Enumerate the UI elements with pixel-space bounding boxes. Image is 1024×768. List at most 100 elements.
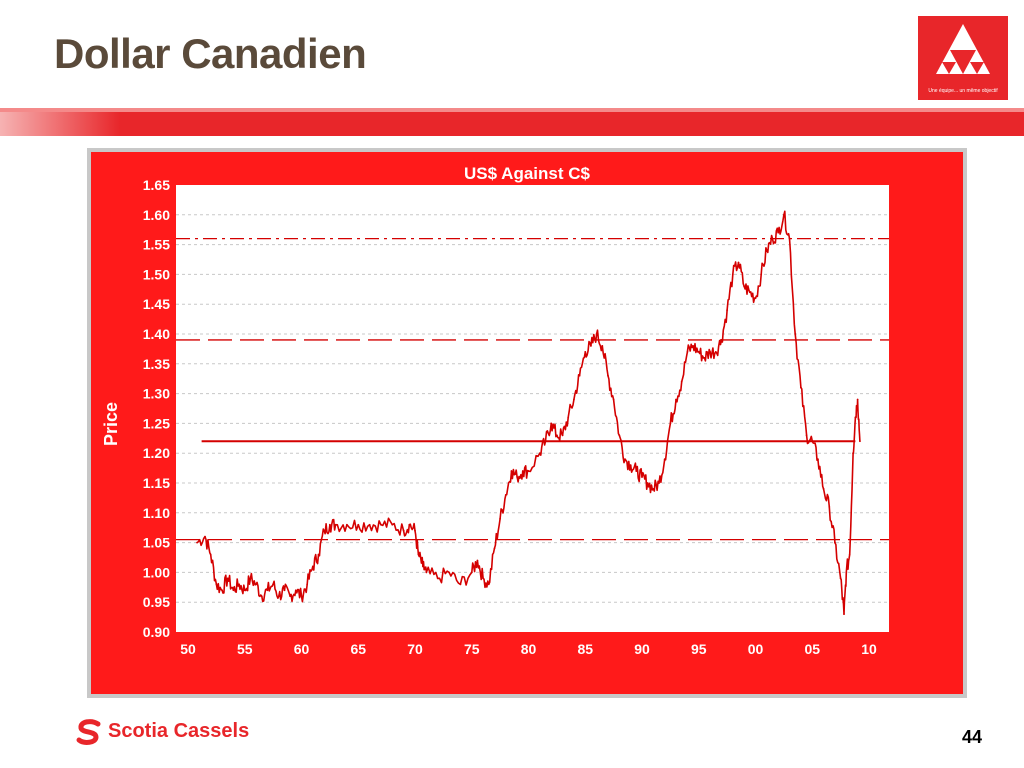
series-point [859, 440, 861, 443]
series-point [408, 523, 411, 526]
series-point [510, 470, 513, 472]
series-point [226, 577, 229, 580]
series-point [595, 333, 598, 335]
series-point [272, 583, 275, 586]
page-number: 44 [962, 727, 983, 747]
series-point [624, 458, 626, 461]
series-point [658, 482, 660, 484]
x-tick-label: 85 [577, 641, 593, 657]
y-tick-label: 1.45 [143, 296, 170, 312]
series-point [516, 476, 519, 478]
series-point [470, 571, 473, 574]
series-point [544, 440, 547, 443]
series-point [436, 577, 439, 580]
series-point [391, 523, 394, 526]
series-point [601, 345, 604, 347]
series-point [852, 452, 855, 455]
series-point [646, 482, 649, 484]
plot-area [176, 185, 889, 632]
series-point [561, 434, 564, 437]
header-band [0, 108, 1024, 136]
series-point [357, 523, 360, 526]
series-point [459, 583, 462, 586]
series-point [504, 494, 507, 496]
series-point [328, 523, 331, 526]
x-tick-label: 95 [691, 641, 707, 657]
series-point [487, 583, 490, 586]
x-tick-label: 50 [180, 641, 196, 657]
x-tick-label: 65 [350, 641, 366, 657]
series-point [834, 541, 836, 544]
series-point [578, 374, 581, 377]
y-tick-label: 1.55 [143, 237, 170, 253]
series-point [635, 470, 638, 472]
y-tick-label: 1.25 [143, 415, 170, 431]
series-point [538, 452, 541, 455]
footer-brand: Scotia Cassels [108, 720, 250, 742]
series-point [294, 589, 297, 592]
series-point [714, 350, 717, 353]
series-point [317, 553, 320, 556]
series-point [771, 237, 774, 240]
series-point [782, 213, 785, 216]
series-point [788, 237, 791, 240]
series-point [697, 350, 700, 353]
series-point [476, 559, 479, 562]
y-tick-label: 1.50 [143, 266, 170, 282]
reference-lines [176, 237, 889, 541]
series-point [703, 356, 706, 359]
header-band-gradient [0, 112, 120, 136]
series-point [663, 458, 666, 461]
series-point [726, 309, 729, 312]
y-axis-ticks: 0.90 0.95 1.00 1.05 1.10 1.15 1.20 1.25 1.30 1.35… [143, 177, 170, 640]
series-point [238, 583, 240, 586]
series-point [306, 583, 309, 586]
series-point [748, 291, 751, 294]
series-point [346, 523, 348, 526]
grid-lines [176, 214, 889, 603]
x-tick-label: 05 [804, 641, 820, 657]
series-point [567, 416, 570, 419]
series-point [196, 541, 198, 544]
series-point [204, 535, 206, 538]
series-point [590, 345, 592, 347]
series-point [289, 595, 292, 598]
series-point [232, 589, 235, 592]
series-point [737, 261, 740, 264]
series-point [612, 398, 615, 401]
x-tick-label: 60 [294, 641, 310, 657]
series-point [260, 595, 263, 598]
series-point [675, 398, 677, 401]
series-point [243, 589, 246, 592]
series-point [854, 416, 857, 419]
series-point [641, 476, 643, 478]
y-tick-label: 1.20 [143, 445, 170, 461]
series-point [249, 577, 252, 580]
price-chart: US$ Against C$ 0.90 0.95 1.00 1.05 1.10 1.15 1… [101, 164, 889, 657]
series-point [209, 553, 212, 556]
x-tick-label: 70 [407, 641, 423, 657]
series-point [221, 589, 223, 592]
series-point [493, 547, 496, 550]
series-point [754, 297, 757, 300]
y-tick-label: 0.90 [143, 624, 170, 640]
series-point [573, 398, 575, 401]
series-point [794, 333, 797, 335]
y-tick-label: 1.40 [143, 326, 170, 342]
series-point [380, 523, 382, 526]
series-point [527, 470, 530, 472]
series-point [618, 434, 621, 437]
x-tick-label: 10 [861, 641, 877, 657]
y-axis-label: Price [101, 402, 121, 446]
series-point [422, 565, 424, 568]
company-logo: Une équipe... un même objectif [918, 16, 1008, 100]
series-point [680, 380, 683, 383]
series-point [709, 350, 711, 353]
series-point [805, 434, 808, 437]
series-point [743, 285, 746, 288]
series-point [499, 517, 502, 520]
y-tick-label: 1.10 [143, 505, 170, 521]
series-point [731, 273, 734, 276]
series-point [607, 374, 609, 377]
series-point [368, 523, 371, 526]
